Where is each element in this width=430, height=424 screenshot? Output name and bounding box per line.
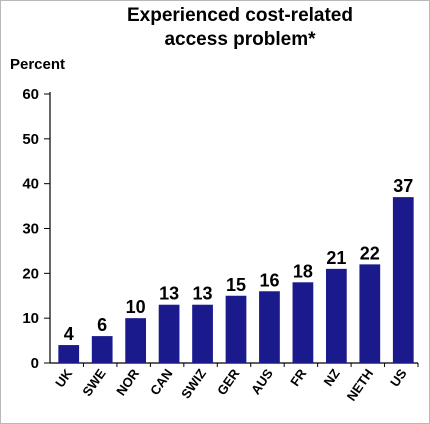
- y-tick-label: 10: [22, 310, 39, 327]
- value-label-neth: 22: [360, 243, 380, 263]
- value-label-us: 37: [393, 176, 413, 196]
- chart-title: Experienced cost-related access problem*: [60, 4, 420, 52]
- bar-swiz: [192, 304, 213, 363]
- category-label-nor: NOR: [113, 366, 142, 399]
- bar-ger: [225, 295, 247, 363]
- value-label-swe: 6: [97, 315, 107, 335]
- bar-us: [392, 197, 414, 363]
- value-label-aus: 16: [259, 270, 279, 290]
- axes: 0 10 20 30 40 50 60: [22, 86, 419, 372]
- y-tick-label: 40: [22, 176, 39, 193]
- category-label-swe: SWE: [79, 366, 108, 399]
- bar-swe: [91, 336, 113, 363]
- bar-nz: [325, 268, 347, 363]
- bar-uk: [58, 345, 80, 363]
- value-label-can: 13: [159, 284, 179, 304]
- bar-neth: [359, 264, 381, 363]
- category-label-aus: AUS: [248, 366, 276, 397]
- bar-nor: [125, 318, 147, 363]
- bar-fr: [292, 282, 314, 363]
- value-label-uk: 4: [64, 324, 74, 344]
- category-label-uk: UK: [52, 366, 75, 390]
- y-tick-label: 20: [22, 265, 39, 282]
- category-label-fr: FR: [287, 366, 310, 389]
- value-label-fr: 18: [293, 261, 313, 281]
- category-label-neth: NETH: [344, 366, 377, 404]
- value-label-nz: 21: [326, 248, 346, 268]
- y-tick-label: 30: [22, 221, 39, 238]
- chart-title-line-2: access problem*: [164, 29, 316, 50]
- category-label-swiz: SWIZ: [178, 366, 209, 401]
- value-labels-group: 4 6 10 13 13 15 16 18 21 22 37: [64, 176, 414, 344]
- value-label-swiz: 13: [193, 284, 213, 304]
- bar-aus: [259, 291, 280, 363]
- y-tick-label: 0: [31, 355, 39, 372]
- bar-can: [158, 304, 180, 363]
- category-label-can: CAN: [147, 366, 175, 398]
- category-labels-group: UK SWE NOR CAN SWIZ GER AUS FR NZ NETH US: [52, 366, 410, 404]
- category-label-nz: NZ: [321, 366, 343, 389]
- chart-title-line-1: Experienced cost-related: [127, 5, 353, 26]
- y-tick-label: 60: [22, 86, 39, 103]
- bars-group: [58, 197, 414, 363]
- y-tick-label: 50: [22, 131, 39, 148]
- category-label-us: US: [387, 366, 410, 390]
- value-label-ger: 15: [226, 275, 246, 295]
- y-axis-label: Percent: [10, 56, 66, 73]
- value-label-nor: 10: [126, 297, 146, 317]
- category-label-ger: GER: [214, 366, 243, 398]
